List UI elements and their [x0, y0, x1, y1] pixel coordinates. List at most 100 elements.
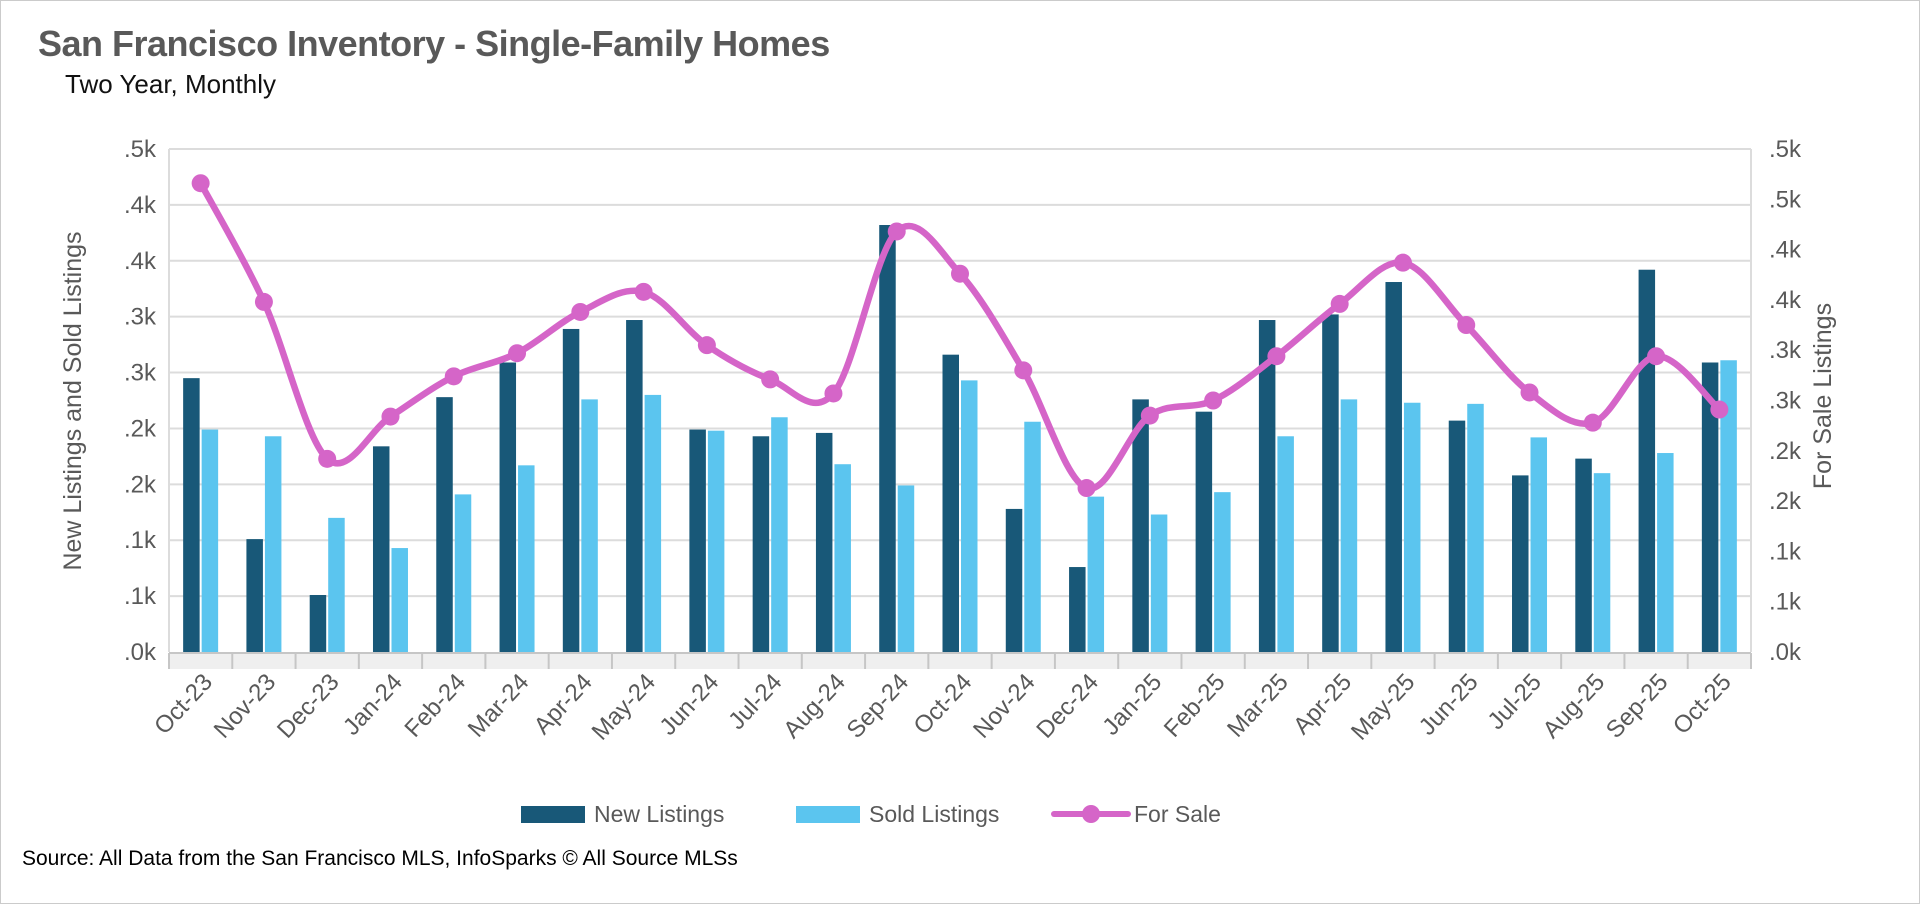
bar-sold-listings — [1340, 399, 1358, 652]
right-axis-tick-label: .4k — [1769, 287, 1802, 314]
bar-sold-listings — [1403, 402, 1421, 652]
bar-sold-listings — [644, 394, 662, 652]
x-axis-label: Aug-24 — [778, 669, 851, 744]
left-axis-tick-label: .1k — [124, 583, 157, 610]
bar-sold-listings — [1657, 453, 1674, 652]
bar-sold-listings — [1467, 403, 1484, 652]
x-axis-label: Mar-25 — [1222, 669, 1294, 743]
right-axis-tick-label: .5k — [1769, 136, 1802, 163]
legend-label: For Sale — [1134, 800, 1221, 827]
x-axis-label: Sep-25 — [1601, 669, 1674, 744]
for-sale-marker — [1204, 391, 1223, 410]
x-axis-label: Feb-24 — [400, 669, 472, 743]
bar-sold-listings — [1720, 360, 1737, 652]
left-axis-tick-label: .4k — [124, 192, 157, 219]
x-axis-label: Oct-25 — [1668, 669, 1737, 740]
for-sale-marker — [191, 174, 210, 193]
x-axis-label: Dec-23 — [272, 669, 345, 744]
bar-sold-listings — [1530, 437, 1548, 652]
bar-new-listings — [246, 539, 263, 652]
for-sale-marker — [1077, 479, 1096, 498]
left-axis-tick-label: .0k — [124, 639, 157, 666]
left-axis-tick-label: .2k — [124, 471, 157, 498]
bar-sold-listings — [264, 436, 282, 652]
bar-sold-listings — [454, 494, 472, 652]
for-sale-marker — [1457, 316, 1476, 335]
bar-sold-listings — [1024, 421, 1041, 652]
bar-new-listings — [1322, 314, 1339, 652]
legend-item-sold-listings: Sold Listings — [796, 801, 999, 827]
bar-sold-listings — [391, 548, 408, 652]
bar-new-listings — [752, 436, 770, 652]
bar-sold-listings — [897, 485, 915, 652]
bar-new-listings — [183, 378, 200, 652]
x-axis-label: May-25 — [1346, 669, 1420, 746]
bar-new-listings — [1195, 411, 1213, 652]
bar-sold-listings — [201, 429, 219, 652]
bar-sold-listings — [581, 399, 598, 652]
for-sale-line-icon — [1051, 804, 1131, 824]
for-sale-marker — [1330, 294, 1349, 313]
bar-sold-listings — [1150, 514, 1168, 652]
right-axis-tick-label: .5k — [1769, 186, 1802, 213]
sold-listings-swatch-icon — [796, 805, 860, 823]
for-sale-marker — [1140, 406, 1159, 425]
right-axis-tick-label: .0k — [1769, 639, 1802, 666]
for-sale-marker — [254, 292, 273, 311]
bar-sold-listings — [834, 464, 851, 652]
left-axis-tick-label: .3k — [124, 304, 157, 331]
left-axis-tick-label: .4k — [124, 248, 157, 275]
bar-sold-listings — [707, 430, 725, 652]
bar-sold-listings — [961, 380, 978, 652]
bar-new-listings — [562, 328, 580, 652]
bar-sold-listings — [1277, 436, 1294, 652]
page-subtitle: Two Year, Monthly — [65, 69, 277, 99]
bar-new-listings — [1132, 399, 1149, 652]
new-listings-swatch-icon — [521, 805, 585, 823]
x-axis-label: Jun-25 — [1414, 669, 1484, 741]
bar-new-listings — [942, 354, 959, 652]
bar-sold-listings — [1087, 496, 1105, 652]
right-axis-tick-label: .3k — [1769, 388, 1802, 415]
x-axis-label: Feb-25 — [1159, 669, 1231, 743]
for-sale-marker — [1520, 383, 1539, 402]
x-axis-label: Jan-25 — [1097, 669, 1167, 741]
for-sale-marker — [1393, 253, 1412, 272]
bar-sold-listings — [518, 465, 535, 652]
bar-new-listings — [879, 225, 896, 652]
bar-new-listings — [1069, 567, 1086, 652]
bar-new-listings — [815, 432, 833, 652]
bar-sold-listings — [771, 417, 788, 652]
x-axis-label: Oct-23 — [149, 669, 218, 740]
right-axis-tick-label: .2k — [1769, 488, 1802, 515]
bar-new-listings — [372, 446, 390, 652]
right-axis-tick-label: .1k — [1769, 589, 1802, 616]
for-sale-marker — [508, 344, 527, 363]
for-sale-marker — [951, 264, 969, 283]
for-sale-marker — [1583, 413, 1602, 432]
bar-new-listings — [1575, 458, 1592, 652]
for-sale-marker — [571, 302, 590, 321]
bar-new-listings — [1638, 269, 1656, 652]
bar-new-listings — [1005, 508, 1023, 652]
bar-new-listings — [1448, 420, 1466, 652]
bar-new-listings — [1701, 362, 1719, 652]
for-sale-marker — [1267, 347, 1286, 366]
bar-new-listings — [436, 397, 453, 652]
bar-sold-listings — [1593, 473, 1611, 652]
for-sale-marker — [824, 384, 843, 403]
for-sale-marker — [444, 367, 463, 386]
for-sale-marker — [761, 370, 780, 389]
source-note: Source: All Data from the San Francisco … — [22, 847, 738, 870]
for-sale-marker — [887, 222, 906, 241]
x-axis-label: May-24 — [587, 669, 661, 746]
x-axis-label: Sep-24 — [842, 669, 915, 744]
x-axis-label: Jan-24 — [338, 669, 408, 741]
x-axis-label: Oct-24 — [909, 669, 978, 740]
right-axis-tick-label: .3k — [1769, 337, 1802, 364]
bar-new-listings — [309, 594, 327, 652]
bar-sold-listings — [328, 517, 345, 652]
left-axis-title: New Listings and Sold Listings — [59, 231, 87, 570]
left-axis-tick-label: .2k — [124, 415, 157, 442]
x-axis-strip — [169, 653, 1751, 669]
